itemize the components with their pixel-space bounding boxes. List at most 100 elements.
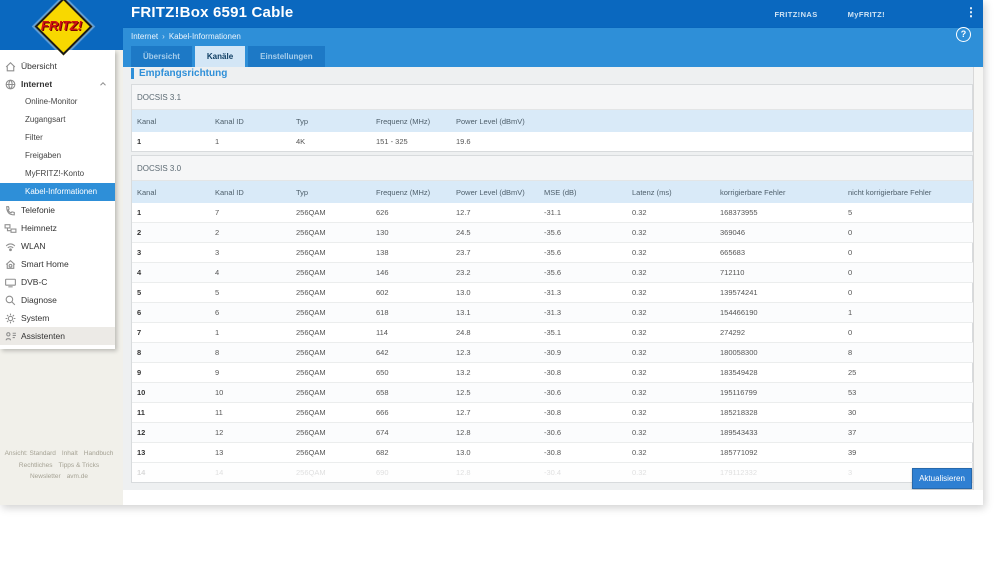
table-cell: -31.3 — [539, 282, 627, 303]
column-header: Latenz (ms) — [627, 181, 715, 203]
tab-kanale[interactable]: Kanäle — [194, 46, 246, 67]
sidebar-footer-row: Newsletter avm.de — [0, 471, 118, 483]
table-cell: 690 — [371, 462, 451, 482]
topnav-link-myfritz[interactable]: MyFRITZ! — [847, 9, 885, 19]
table-row: 11 11 256QAM 666 12.7 -30.8 0.32 185218328 30 — [132, 402, 973, 423]
table-cell: 8 — [843, 342, 973, 363]
sidebar-item-diagnose[interactable]: Diagnose — [0, 291, 115, 309]
table-cell: 7 — [215, 208, 220, 217]
table-cell: 256QAM — [291, 282, 371, 303]
table-row: 1 7 256QAM 626 12.7 -31.1 0.32 168373955 5 — [132, 203, 973, 223]
table-cell: 4 — [210, 262, 291, 283]
sidebar-footer-row: Ansicht: Standard Inhalt Handbuch — [0, 448, 118, 460]
sidebar-item-zugangsart[interactable]: Zugangsart — [25, 115, 66, 124]
table-row: 4 4 256QAM 146 23.2 -35.6 0.32 712110 0 — [132, 262, 973, 283]
table-cell: 0.32 — [627, 242, 715, 263]
sidebar-item-internet[interactable]: Internet — [0, 75, 115, 93]
table-cell: -31.3 — [539, 302, 627, 323]
table-row: 13 13 256QAM 682 13.0 -30.8 0.32 185771092 39 — [132, 442, 973, 463]
table-cell: 146 — [371, 262, 451, 283]
footer-link-rechtliches[interactable]: Rechtliches — [18, 461, 53, 469]
table-cell: 1 — [843, 302, 973, 323]
footer-link-tipps-tricks[interactable]: Tipps & Tricks — [58, 461, 100, 469]
table-cell: 10 — [210, 382, 291, 403]
app-window: FRITZ!Box 6591 Cable FRITZ!NAS MyFRITZ! ⋮… — [0, 0, 983, 505]
sidebar-item-kabel-informationen[interactable]: Kabel-Informationen — [0, 183, 115, 201]
footer-link-inhalt[interactable]: Inhalt — [61, 450, 78, 457]
sidebar-item-smart-home[interactable]: Smart Home — [0, 255, 115, 273]
table-cell: -35.6 — [539, 262, 627, 283]
breadcrumb-section[interactable]: Internet — [131, 32, 159, 41]
table-cell: 4 — [132, 262, 210, 283]
table-cell: 154466190 — [715, 302, 843, 323]
table-row: 3 3 256QAM 138 23.7 -35.6 0.32 665683 0 — [132, 242, 973, 263]
table-cell: -30.8 — [539, 442, 627, 463]
table-cell: 256QAM — [291, 242, 371, 263]
table-cell: 0.32 — [627, 302, 715, 323]
table-cell: -30.9 — [539, 342, 627, 363]
phone-icon — [4, 204, 17, 217]
help-icon[interactable]: ? — [956, 27, 971, 42]
table-cell: 674 — [371, 422, 451, 443]
footer-link-avm-de[interactable]: avm.de — [66, 473, 89, 480]
table-cell: 256QAM — [291, 442, 371, 463]
table-cell: 6 — [132, 302, 210, 323]
vertical-scrollbar[interactable] — [973, 67, 983, 490]
table-cell: 23.7 — [451, 242, 539, 263]
sidebar-item-myfritz-konto[interactable]: MyFRITZ!-Konto — [25, 169, 85, 178]
footer-link-handbuch[interactable]: Handbuch — [83, 450, 114, 457]
table-cell: 13 — [132, 442, 210, 463]
docsis-30-card: DOCSIS 3.0 Kanal Kanal ID Typ Frequenz (MHz… — [131, 155, 973, 483]
footer-link-newsletter[interactable]: Newsletter — [29, 473, 61, 480]
sidebar-item-heimnetz[interactable]: Heimnetz — [0, 219, 115, 237]
table-cell: 14 — [210, 462, 291, 482]
sidebar-item-wlan[interactable]: WLAN — [0, 237, 115, 255]
table-cell: 13 — [210, 442, 291, 463]
table-cell: 0.32 — [627, 342, 715, 363]
kebab-menu-icon[interactable]: ⋮ — [965, 5, 977, 19]
topnav-link-fritz-nas[interactable]: FRITZ!NAS — [774, 9, 818, 19]
column-header: nicht korrigierbare Fehler — [843, 181, 973, 203]
sidebar-item-freigaben[interactable]: Freigaben — [25, 151, 62, 160]
table-cell: -35.1 — [539, 322, 627, 343]
tab-ubersicht[interactable]: Übersicht — [131, 46, 192, 67]
table-row: 8 8 256QAM 642 12.3 -30.9 0.32 180058300 8 — [132, 342, 973, 363]
breadcrumb-separator: › — [162, 32, 165, 41]
footer-link-ansicht-standard[interactable]: Ansicht: Standard — [4, 450, 56, 457]
sidebar-item-online-monitor[interactable]: Online-Monitor — [25, 97, 78, 106]
sub-bar: Internet › Kabel-Informationen ? Übersicht… — [0, 27, 983, 67]
table-cell: 114 — [371, 322, 451, 343]
table-cell: 195116799 — [715, 382, 843, 403]
sidebar-item-system[interactable]: System — [0, 309, 115, 327]
sidebar-footer: Ansicht: Standard Inhalt Handbuch Rechtlich… — [0, 448, 118, 483]
table-cell: 39 — [843, 442, 973, 463]
table-cell: 13.0 — [451, 442, 539, 463]
table-cell: 369046 — [715, 222, 843, 243]
wifi-icon — [4, 240, 17, 253]
sidebar-item-telefonie[interactable]: Telefonie — [0, 201, 115, 219]
sidebar-footer-row: Rechtliches Tipps & Tricks — [0, 460, 118, 472]
table-cell: 1 — [137, 137, 142, 146]
table-cell: -35.6 — [539, 242, 627, 263]
table-cell: 1 — [137, 208, 142, 217]
sidebar-item-assistenten[interactable]: Assistenten — [0, 327, 115, 345]
table-cell: 24.8 — [451, 322, 539, 343]
sidebar-item-filter[interactable]: Filter — [25, 133, 43, 142]
table-cell: 139574241 — [715, 282, 843, 303]
tv-icon — [4, 276, 17, 289]
table-cell: 1 — [215, 137, 220, 146]
table-cell: 13.0 — [451, 282, 539, 303]
sidebar-item-label: Heimnetz — [21, 223, 57, 233]
refresh-button[interactable]: Aktualisieren — [912, 468, 972, 489]
globe-icon — [4, 78, 17, 91]
table-cell: 23.2 — [451, 262, 539, 283]
tab-einstellungen[interactable]: Einstellungen — [248, 46, 325, 67]
table-cell: 12 — [210, 422, 291, 443]
table-cell: 0 — [843, 322, 973, 343]
table-cell: 30 — [843, 402, 973, 423]
table-row: 10 10 256QAM 658 12.5 -30.6 0.32 195116799 53 — [132, 382, 973, 403]
sidebar-item-ubersicht[interactable]: Übersicht — [0, 57, 115, 75]
sidebar-item-dvb-c[interactable]: DVB-C — [0, 273, 115, 291]
table-cell: 0.32 — [627, 382, 715, 403]
table-cell: 256QAM — [291, 302, 371, 323]
